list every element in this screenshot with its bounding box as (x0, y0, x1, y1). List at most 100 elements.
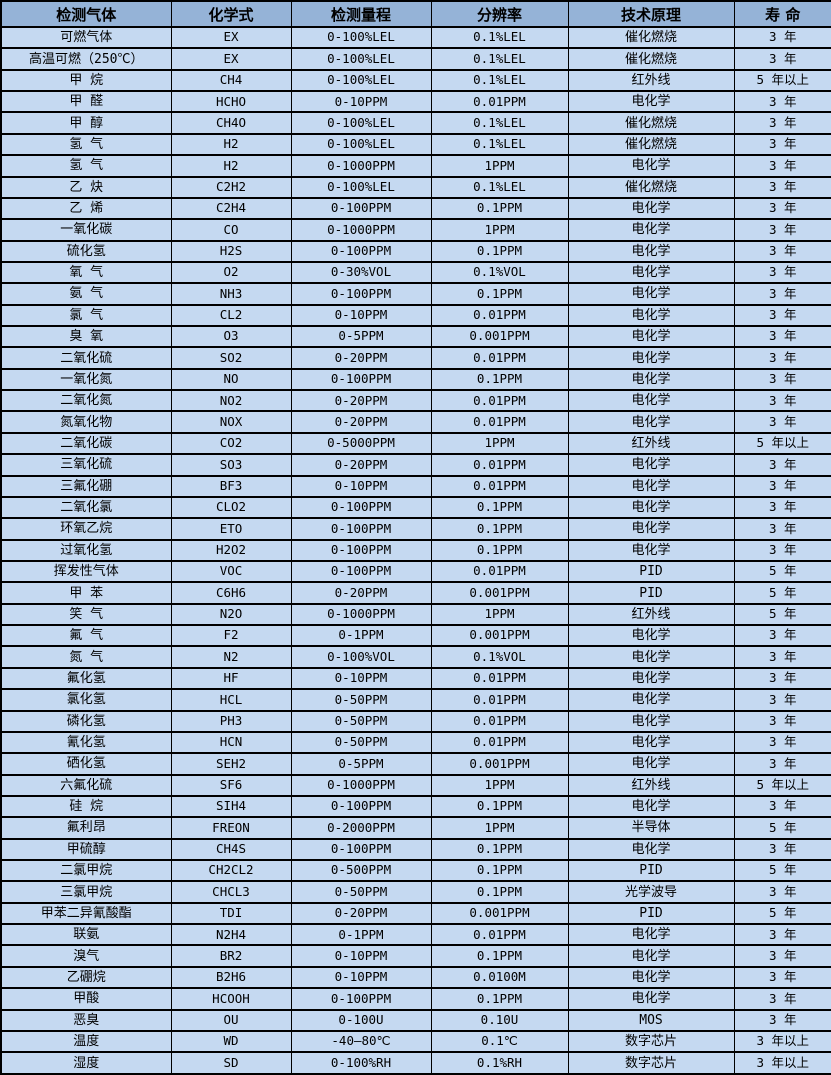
table-row: 联氨 N2H4 0-1PPM 0.01PPM 电化学 3 年 (0, 923, 831, 947)
cell-principle: 电化学 (567, 410, 735, 434)
cell-lifespan: 3 年 (733, 880, 831, 904)
cell-lifespan: 3 年 (733, 111, 831, 135)
table-row: 三氟化硼 BF3 0-10PPM 0.01PPM 电化学 3 年 (0, 474, 831, 498)
cell-formula: H2 (170, 154, 292, 178)
cell-gas: 氢 气 (0, 132, 172, 157)
cell-gas: 乙 炔 (0, 175, 172, 199)
cell-lifespan: 3 年 (733, 666, 831, 691)
cell-principle: PID (567, 559, 735, 584)
cell-formula: CO (170, 218, 292, 242)
cell-resolution: 0.1PPM (430, 196, 569, 221)
cell-resolution: 0.1PPM (430, 538, 569, 563)
cell-formula: WD (170, 1029, 292, 1054)
cell-gas: 笑 气 (0, 602, 172, 627)
header-row: 检测气体 化学式 检测量程 分辨率 技术原理 寿 命 (0, 0, 831, 28)
cell-range: 0-100PPM (290, 987, 432, 1011)
cell-formula: NO (170, 367, 292, 392)
cell-range: 0-20PPM (290, 410, 432, 434)
cell-resolution: 1PPM (430, 773, 569, 797)
cell-formula: FREON (170, 816, 292, 840)
cell-lifespan: 3 年 (733, 453, 831, 477)
cell-formula: EX (170, 47, 292, 71)
cell-lifespan: 3 年 (733, 624, 831, 648)
col-header-lifespan: 寿 命 (733, 0, 831, 28)
cell-range: 0-5PPM (290, 325, 432, 349)
cell-gas: 氯化氢 (0, 688, 172, 712)
cell-resolution: 0.1%LEL (430, 25, 569, 50)
cell-lifespan: 3 年 (733, 175, 831, 199)
cell-gas: 氟 气 (0, 624, 172, 648)
cell-principle: 光学波导 (567, 880, 735, 904)
cell-formula: SIH4 (170, 794, 292, 819)
cell-principle: 电化学 (567, 154, 735, 178)
cell-lifespan: 3 年 (733, 410, 831, 434)
table-row: 甲 醇 CH4O 0-100%LEL 0.1%LEL 催化燃烧 3 年 (0, 111, 831, 135)
cell-formula: TDI (170, 901, 292, 926)
cell-gas: 二氧化硫 (0, 346, 172, 370)
cell-lifespan: 3 年 (733, 794, 831, 819)
cell-lifespan: 5 年 (733, 581, 831, 605)
table-row: 恶臭 OU 0-100U 0.10U MOS 3 年 (0, 1008, 831, 1032)
cell-formula: HCL (170, 688, 292, 712)
cell-resolution: 0.01PPM (430, 346, 569, 370)
cell-range: 0-50PPM (290, 688, 432, 712)
cell-lifespan: 3 年 (733, 645, 831, 669)
cell-resolution: 0.001PPM (430, 752, 569, 776)
cell-range: 0-1000PPM (290, 602, 432, 627)
cell-gas: 乙硼烷 (0, 965, 172, 990)
col-header-resolution: 分辨率 (430, 0, 569, 28)
cell-principle: 电化学 (567, 474, 735, 498)
cell-lifespan: 3 年 (733, 538, 831, 563)
cell-formula: N2H4 (170, 923, 292, 947)
cell-formula: CL2 (170, 303, 292, 328)
table-row: 二氧化碳 CO2 0-5000PPM 1PPM 红外线 5 年以上 (0, 431, 831, 456)
cell-gas: 磷化氢 (0, 709, 172, 733)
cell-range: 0-5PPM (290, 752, 432, 776)
cell-formula: BF3 (170, 474, 292, 498)
cell-formula: ETO (170, 517, 292, 541)
cell-formula: C2H2 (170, 175, 292, 199)
table-row: 二氧化硫 SO2 0-20PPM 0.01PPM 电化学 3 年 (0, 346, 831, 370)
cell-formula: H2O2 (170, 538, 292, 563)
cell-principle: 电化学 (567, 538, 735, 563)
cell-gas: 甲酸 (0, 987, 172, 1011)
cell-formula: O3 (170, 325, 292, 349)
cell-range: 0-100%RH (290, 1051, 432, 1075)
cell-range: 0-5000PPM (290, 431, 432, 456)
table-row: 氢 气 H2 0-100%LEL 0.1%LEL 催化燃烧 3 年 (0, 132, 831, 157)
cell-range: 0-100%VOL (290, 645, 432, 669)
table-row: 六氟化硫 SF6 0-1000PPM 1PPM 红外线 5 年以上 (0, 773, 831, 797)
cell-lifespan: 3 年以上 (733, 1051, 831, 1075)
cell-resolution: 0.1PPM (430, 880, 569, 904)
cell-resolution: 0.01PPM (430, 90, 569, 114)
col-header-formula: 化学式 (170, 0, 292, 28)
cell-resolution: 0.01PPM (430, 709, 569, 733)
col-header-range: 检测量程 (290, 0, 432, 28)
cell-principle: 电化学 (567, 90, 735, 114)
cell-resolution: 0.1PPM (430, 794, 569, 819)
cell-resolution: 0.1%LEL (430, 111, 569, 135)
cell-lifespan: 5 年以上 (733, 773, 831, 797)
cell-resolution: 0.1PPM (430, 367, 569, 392)
cell-range: 0-100%LEL (290, 25, 432, 50)
cell-lifespan: 3 年 (733, 987, 831, 1011)
cell-gas: 氢 气 (0, 154, 172, 178)
cell-range: -40—80℃ (290, 1029, 432, 1054)
cell-resolution: 0.1%VOL (430, 260, 569, 285)
table-row: 甲硫醇 CH4S 0-100PPM 0.1PPM 电化学 3 年 (0, 837, 831, 862)
cell-lifespan: 3 年 (733, 282, 831, 306)
cell-lifespan: 3 年 (733, 367, 831, 392)
cell-lifespan: 3 年 (733, 517, 831, 541)
cell-formula: EX (170, 25, 292, 50)
cell-resolution: 1PPM (430, 431, 569, 456)
cell-gas: 氟化氢 (0, 666, 172, 691)
cell-range: 0-500PPM (290, 858, 432, 883)
cell-resolution: 0.1PPM (430, 858, 569, 883)
cell-formula: C2H4 (170, 196, 292, 221)
cell-gas: 硒化氢 (0, 752, 172, 776)
cell-range: 0-10PPM (290, 666, 432, 691)
cell-principle: PID (567, 901, 735, 926)
cell-range: 0-100PPM (290, 794, 432, 819)
cell-lifespan: 3 年 (733, 132, 831, 157)
